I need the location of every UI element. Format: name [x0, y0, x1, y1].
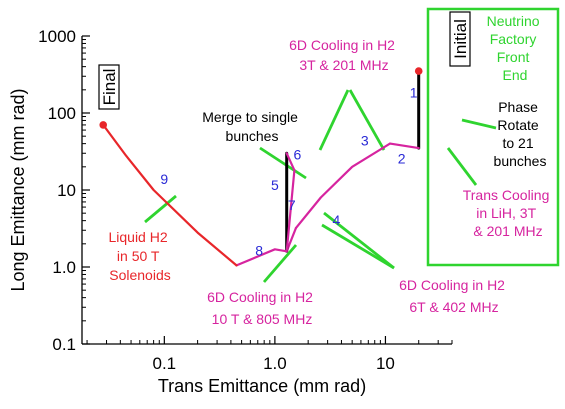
phase-rotate-line: Phase: [498, 99, 538, 115]
y-tick-label: 10: [57, 181, 76, 200]
cooling-805-line: 6D Cooling in H2: [207, 289, 313, 305]
stage-label-9: 9: [160, 171, 168, 187]
x-tick-label: 10: [376, 354, 395, 373]
liquid-h2-line: in 50 T: [117, 248, 160, 264]
final-dot: [99, 121, 108, 129]
neutrino-factory-box: [426, 7, 560, 267]
emittance-path: [102, 69, 421, 267]
leader-line-cooling-201-a: [318, 89, 350, 151]
leader-line-cooling-201-b: [348, 89, 386, 151]
trans-cooling-line: in LiH, 3T: [476, 205, 536, 221]
leader-line-cooling-402-b: [323, 211, 395, 270]
phase-rotate-line: Rotate: [497, 117, 538, 133]
initial-label: Initial: [451, 19, 470, 59]
cooling-805-label: 6D Cooling in H2 10 T & 805 MHz: [207, 289, 317, 327]
final-label-box: [98, 64, 120, 110]
endpoint-markers: [99, 67, 423, 129]
stage-label-8: 8: [255, 243, 263, 259]
stage-label-3: 3: [361, 132, 369, 148]
trans-cooling-line: Trans Cooling: [463, 187, 550, 203]
cooling-402-line: 6D Cooling in H2: [399, 277, 505, 293]
neutrino-factory-line: Factory: [490, 31, 537, 47]
y-tick-label: 1.0: [52, 258, 76, 277]
y-tick-label: 0.1: [52, 335, 76, 354]
leader-line-cooling-805: [262, 244, 298, 283]
leader-lines: [144, 89, 497, 283]
leader-line-liquid-h2: [144, 194, 177, 224]
stage-label-1: 1: [410, 84, 418, 100]
trans-cooling-line: & 201 MHz: [473, 223, 542, 239]
initial-label-group: Initial: [449, 11, 471, 67]
segment-stage-3: [294, 142, 392, 230]
x-tick-label: 0.1: [153, 354, 177, 373]
leader-line-phase-rotate: [461, 118, 497, 130]
initial-label-box: [449, 11, 471, 67]
cooling-402-label: 6D Cooling in H2 6T & 402 MHz: [399, 277, 509, 315]
stage-labels: 1 2 3 4 56 7 8 9: [160, 84, 417, 258]
stage-label-4: 4: [332, 212, 340, 228]
segment-stage-2: [388, 142, 420, 150]
merge-line: bunches: [226, 128, 279, 144]
segment-stage-4-7: [285, 227, 297, 253]
final-label: Final: [100, 69, 119, 106]
cooling-402-line: 6T & 402 MHz: [409, 299, 498, 315]
neutrino-factory-line: Front: [497, 49, 530, 65]
stage-label-7: 7: [288, 197, 296, 213]
stage-label-2: 2: [398, 151, 406, 167]
cooling-201-line: 3T & 201 MHz: [299, 57, 388, 73]
stage-label-6: 6: [294, 146, 302, 162]
segment-stage-6: [285, 152, 296, 253]
cooling-201-label: 6D Cooling in H2 3T & 201 MHz: [289, 37, 399, 73]
y-tick-label: 100: [48, 104, 76, 123]
leader-line-trans-cooling: [446, 147, 478, 186]
leader-line-cooling-402-a: [321, 223, 395, 270]
x-tick-label: 1.0: [263, 354, 287, 373]
phase-rotate-label: Phase Rotate to 21 bunches: [494, 99, 547, 169]
y-tick-label: 1000: [38, 27, 76, 46]
segment-stage-9: [102, 123, 238, 267]
final-label-group: Final: [98, 64, 120, 110]
neutrino-factory-label: Neutrino Factory Front End: [487, 13, 544, 83]
neutrino-factory-line: Neutrino: [487, 13, 540, 29]
cooling-805-line: 10 T & 805 MHz: [212, 311, 313, 327]
neutrino-factory-line: End: [503, 67, 528, 83]
phase-rotate-line: bunches: [494, 153, 547, 169]
y-axis-title: Long Emittance (mm rad): [8, 88, 28, 291]
phase-rotate-line: to 21: [502, 135, 533, 151]
trans-cooling-label: Trans Cooling in LiH, 3T & 201 MHz: [463, 187, 554, 239]
segment-stage-8: [235, 248, 288, 267]
annotations: Neutrino Factory Front End Phase Rotate …: [108, 13, 554, 327]
leader-line-merge: [259, 146, 307, 180]
liquid-h2-line: Liquid H2: [108, 229, 167, 245]
merge-label: Merge to single bunches: [202, 109, 302, 144]
merge-line: Merge to single: [202, 109, 298, 125]
ticks: 0.1 1.0 10 0.1 1.0 10 100 1000: [38, 27, 453, 373]
initial-dot: [414, 67, 423, 75]
x-axis-title: Trans Emittance (mm rad): [158, 376, 366, 396]
stage-label-5: 5: [271, 177, 279, 193]
liquid-h2-line: Solenoids: [109, 267, 171, 283]
cooling-201-line: 6D Cooling in H2: [289, 37, 395, 53]
liquid-h2-label: Liquid H2 in 50 T Solenoids: [108, 229, 171, 283]
